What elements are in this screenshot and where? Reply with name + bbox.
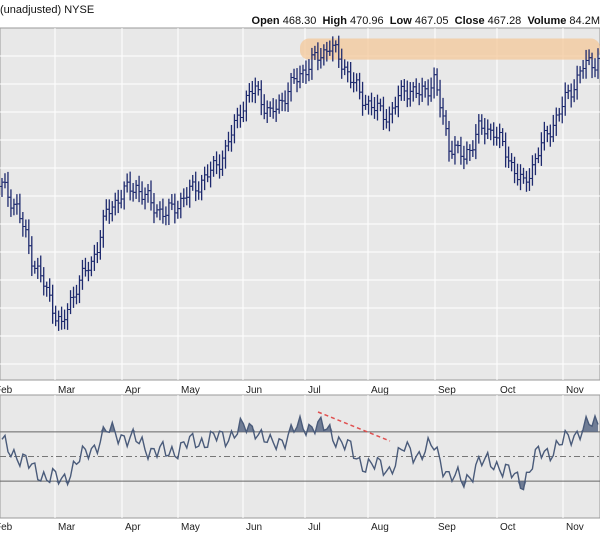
price-x-tick-label: Jun [246, 385, 262, 396]
price-x-tick-label: Feb [0, 385, 13, 396]
low-value: 467.05 [414, 15, 449, 27]
volume-value: 84.2M [569, 15, 600, 27]
high-label: High [322, 15, 347, 27]
price-x-tick-label: May [181, 385, 200, 396]
source-label: (unadjusted) NYSE [0, 4, 95, 16]
rsi-x-tick-label: Mar [58, 522, 76, 533]
rsi-x-tick-label: May [181, 522, 200, 533]
price-x-tick-label: Nov [566, 385, 584, 396]
price-x-tick-label: Jul [308, 385, 321, 396]
price-panel: Mar Apr May Jun Jul Aug Sep Oct Nov Feb [0, 27, 600, 396]
rsi-x-tick-label: Jun [246, 522, 262, 533]
open-label: Open [251, 15, 280, 27]
resistance-band [300, 38, 600, 60]
price-x-tick-label: Sep [438, 385, 456, 396]
rsi-x-tick-label: Jul [308, 522, 321, 533]
rsi-x-tick-label: Aug [371, 522, 389, 533]
close-value: 467.28 [487, 15, 522, 27]
ohlc-readout: Open 468.30 High 470.96 Low 467.05 Close… [252, 15, 600, 27]
close-label: Close [454, 15, 485, 27]
open-value: 468.30 [282, 15, 317, 27]
volume-label: Volume [527, 15, 567, 27]
rsi-x-tick-label: Nov [566, 522, 584, 533]
low-label: Low [389, 15, 412, 27]
rsi-panel: Mar Apr May Jun Jul Aug Sep Oct Nov Feb [0, 394, 600, 533]
price-x-tick-label: Apr [125, 385, 141, 396]
rsi-line [1, 413, 599, 491]
chart-header: (unadjusted) NYSE Open 468.30 High 470.9… [0, 0, 600, 27]
rsi-divergence-trendline [317, 411, 391, 442]
high-value: 470.96 [350, 15, 384, 27]
rsi-x-tick-label: Apr [125, 522, 141, 533]
rsi-x-tick-label: Feb [0, 522, 13, 533]
rsi-x-tick-label: Sep [438, 522, 456, 533]
rsi-overbought-fill [2, 416, 598, 432]
price-x-tick-label: Mar [58, 385, 76, 396]
price-x-tick-label: Oct [500, 385, 516, 396]
rsi-x-tick-label: Oct [500, 522, 516, 533]
price-x-tick-label: Aug [371, 385, 389, 396]
